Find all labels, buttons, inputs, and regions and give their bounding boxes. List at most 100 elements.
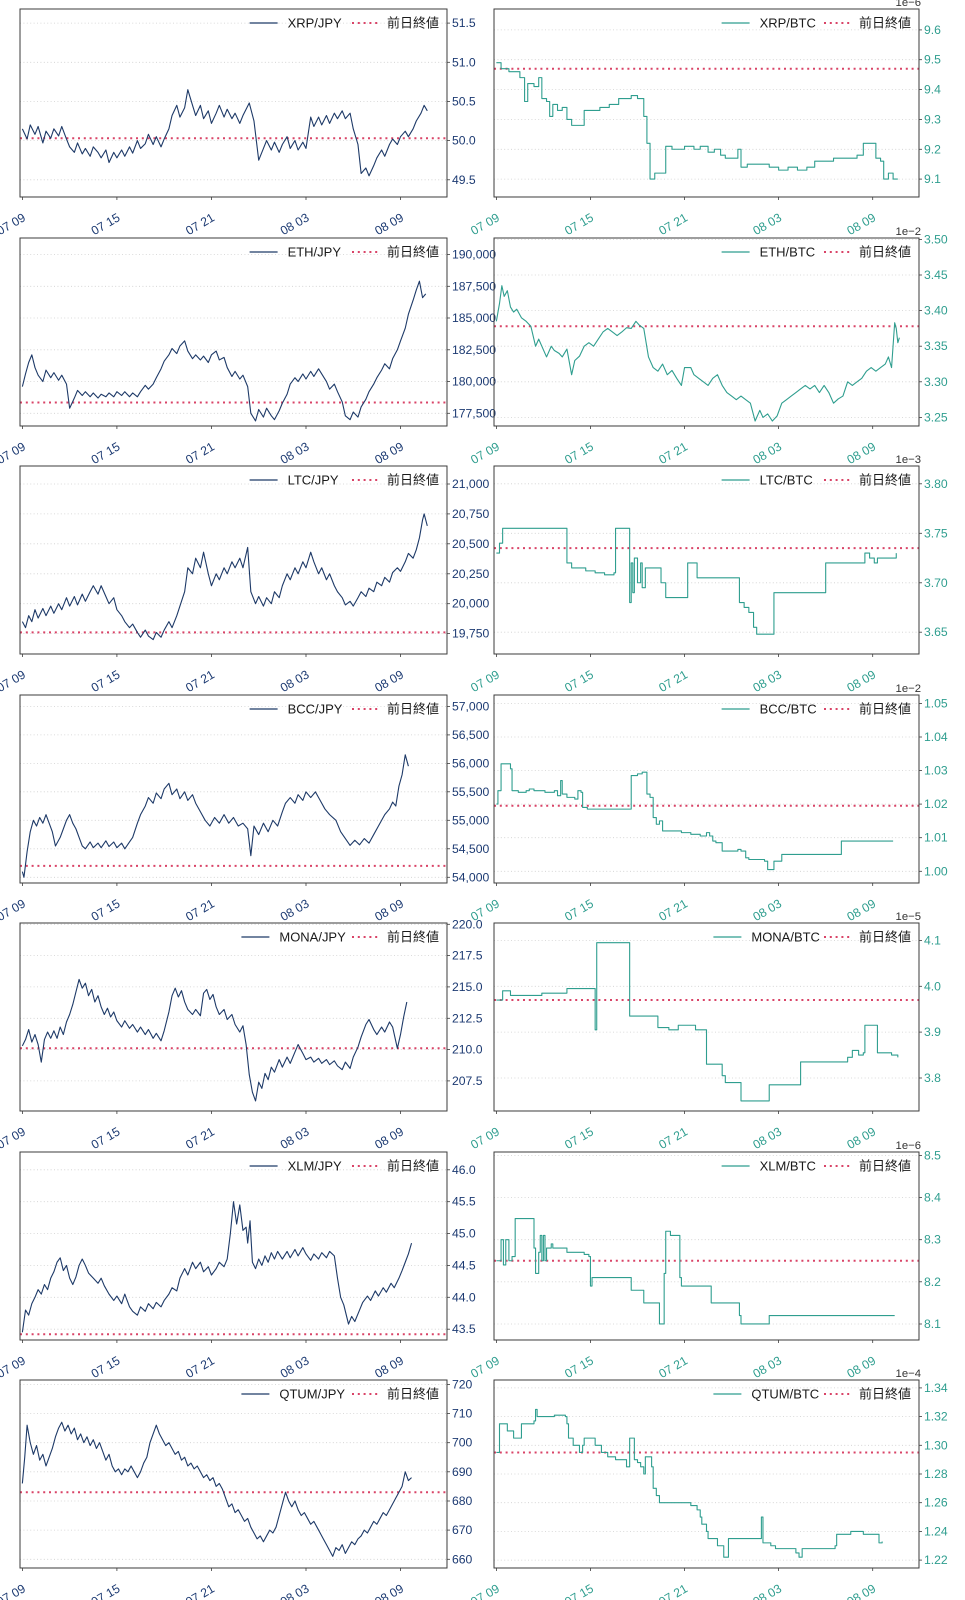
- chart-svg: 8.18.28.38.48.507 09 07 15 07 21 08 03 08 09…: [468, 1140, 941, 1381]
- legend-pair-label: XRP/JPY: [288, 15, 342, 30]
- legend-pair-label: XLM/JPY: [288, 1158, 342, 1173]
- y-tick-label: 57,000: [452, 699, 489, 713]
- legend-prev-close-label: 前日終値: [859, 244, 911, 259]
- y-tick-label: 3.50: [924, 232, 948, 246]
- y-tick-label: 8.1: [924, 1317, 941, 1331]
- legend: BCC/BTC 前日終値: [721, 701, 911, 716]
- legend-pair-label: MONA/JPY: [279, 930, 346, 945]
- chart-svg: 43.544.044.545.045.546.007 09 07 15 07 21 0…: [0, 1151, 476, 1381]
- x-tick-label: 07 15: [562, 1582, 596, 1600]
- y-tick-label: 1.22: [924, 1553, 948, 1567]
- y-tick-label: 50.0: [452, 134, 476, 148]
- y-tick-label: 1.03: [924, 763, 948, 777]
- legend-prev-close-label: 前日終値: [387, 930, 439, 945]
- legend-pair-label: LTC/BTC: [760, 473, 813, 488]
- y-tick-label: 210.0: [452, 1043, 483, 1057]
- y-tick-label: 51.5: [452, 16, 476, 30]
- chart-qtum-btc: 1.22 1.24 1.26 1.28 1.30 1.32 1.34 07 09 07 15 07…: [468, 1368, 965, 1600]
- y-tick-label: 20,500: [452, 537, 489, 551]
- legend-prev-close-label: 前日終値: [859, 701, 911, 716]
- y-tick-label: 1.26: [924, 1496, 948, 1510]
- y-tick-label: 9.3: [924, 112, 941, 126]
- legend: BCC/JPY 前日終値: [249, 701, 439, 716]
- chart-xlm-btc: 8.1 8.2 8.3 8.4 8.5 07 09 07 15 07 21 08 03 08 09…: [468, 1140, 965, 1381]
- x-tick-label: 07 21: [183, 1582, 217, 1600]
- legend-prev-close-label: 前日終値: [387, 701, 439, 716]
- legend-pair-label: XRP/BTC: [760, 15, 816, 30]
- y-tick-label: 20,250: [452, 567, 489, 581]
- y-tick-label: 1.02: [924, 797, 948, 811]
- price-line: [21, 89, 428, 177]
- y-tick-label: 3.9: [924, 1025, 941, 1039]
- axis-offset-label: 1e−2: [896, 226, 921, 238]
- y-tick-label: 3.75: [924, 526, 948, 540]
- y-tick-label: 20,750: [452, 507, 489, 521]
- y-tick-label: 8.5: [924, 1148, 941, 1162]
- y-tick-label: 3.70: [924, 576, 948, 590]
- y-tick-label: 55,500: [452, 784, 489, 798]
- y-tick-label: 1.01: [924, 830, 948, 844]
- y-tick-label: 700: [452, 1436, 473, 1450]
- y-tick-label: 3.65: [924, 625, 948, 639]
- x-tick-label: 07 15: [89, 1582, 123, 1600]
- price-line: [496, 1409, 883, 1559]
- y-tick-label: 54,000: [452, 870, 489, 884]
- legend-prev-close-label: 前日終値: [387, 244, 439, 259]
- price-line: [21, 753, 409, 878]
- chart-svg: 9.19.29.39.49.59.607 09 07 15 07 21 08 03 08…: [468, 0, 941, 238]
- y-tick-label: 43.5: [452, 1322, 476, 1336]
- legend-pair-label: BCC/BTC: [760, 701, 817, 716]
- price-line: [495, 284, 900, 422]
- price-line: [21, 1200, 413, 1333]
- legend-pair-label: LTC/JPY: [288, 473, 339, 488]
- y-tick-label: 46.0: [452, 1163, 476, 1177]
- y-tick-label: 21,000: [452, 477, 489, 491]
- legend-pair-label: ETH/BTC: [760, 244, 816, 259]
- y-tick-label: 3.8: [924, 1071, 941, 1085]
- price-line: [496, 762, 894, 870]
- y-tick-label: 220.0: [452, 918, 483, 932]
- legend: MONA/JPY 前日終値: [241, 930, 439, 945]
- price-line: [21, 280, 427, 422]
- y-tick-label: 177,500: [452, 406, 496, 420]
- legend-prev-close-label: 前日終値: [387, 15, 439, 30]
- y-tick-label: 9.6: [924, 23, 941, 37]
- y-tick-label: 9.1: [924, 172, 941, 186]
- legend-prev-close-label: 前日終値: [387, 1387, 439, 1402]
- y-tick-label: 1.04: [924, 730, 948, 744]
- y-tick-label: 1.30: [924, 1439, 948, 1453]
- y-tick-label: 3.25: [924, 410, 948, 424]
- y-tick-label: 182,500: [452, 342, 496, 356]
- y-tick-label: 180,000: [452, 374, 496, 388]
- legend-pair-label: QTUM/JPY: [279, 1387, 345, 1402]
- legend: MONA/BTC 前日終値: [713, 930, 911, 945]
- chart-eth-jpy: 177,500 180,000 182,500 185,000 187,500 190,0…: [0, 229, 496, 467]
- legend-pair-label: XLM/BTC: [760, 1158, 816, 1173]
- y-tick-label: 4.0: [924, 980, 941, 994]
- plot-border: [493, 237, 920, 427]
- y-tick-label: 3.45: [924, 268, 948, 282]
- y-tick-label: 217.5: [452, 949, 483, 963]
- chart-bcc-jpy: 54,000 54,500 55,000 55,500 56,000 56,500 57,0…: [0, 686, 489, 924]
- chart-xlm-jpy: 43.5 44.0 44.5 45.0 45.5 46.0 07 09 07 15 07 21 0…: [0, 1143, 482, 1381]
- y-tick-label: 1.24: [924, 1525, 948, 1539]
- y-tick-label: 9.5: [924, 53, 941, 67]
- axis-offset-label: 1e−3: [896, 454, 921, 466]
- y-tick-label: 680: [452, 1494, 473, 1508]
- plot-border: [493, 8, 920, 198]
- y-tick-label: 190,000: [452, 247, 496, 261]
- legend: ETH/BTC 前日終値: [721, 244, 911, 259]
- y-tick-label: 54,500: [452, 841, 489, 855]
- axis-offset-label: 1e−2: [896, 683, 921, 695]
- price-line: [21, 979, 408, 1102]
- legend: XRP/BTC 前日終値: [721, 15, 911, 30]
- price-line: [496, 62, 898, 180]
- chart-xrp-btc: 9.1 9.2 9.3 9.4 9.5 9.6 07 09 07 15 07 21 08 03 08…: [468, 0, 965, 238]
- chart-svg: 177,500 180,000 182,500 185,000 187,500 190,0…: [0, 237, 496, 467]
- chart-svg: 3.83.94.04.107 09 07 15 07 21 08 03 08 091e−…: [468, 911, 941, 1152]
- y-tick-label: 19,750: [452, 627, 489, 641]
- y-tick-label: 3.30: [924, 374, 948, 388]
